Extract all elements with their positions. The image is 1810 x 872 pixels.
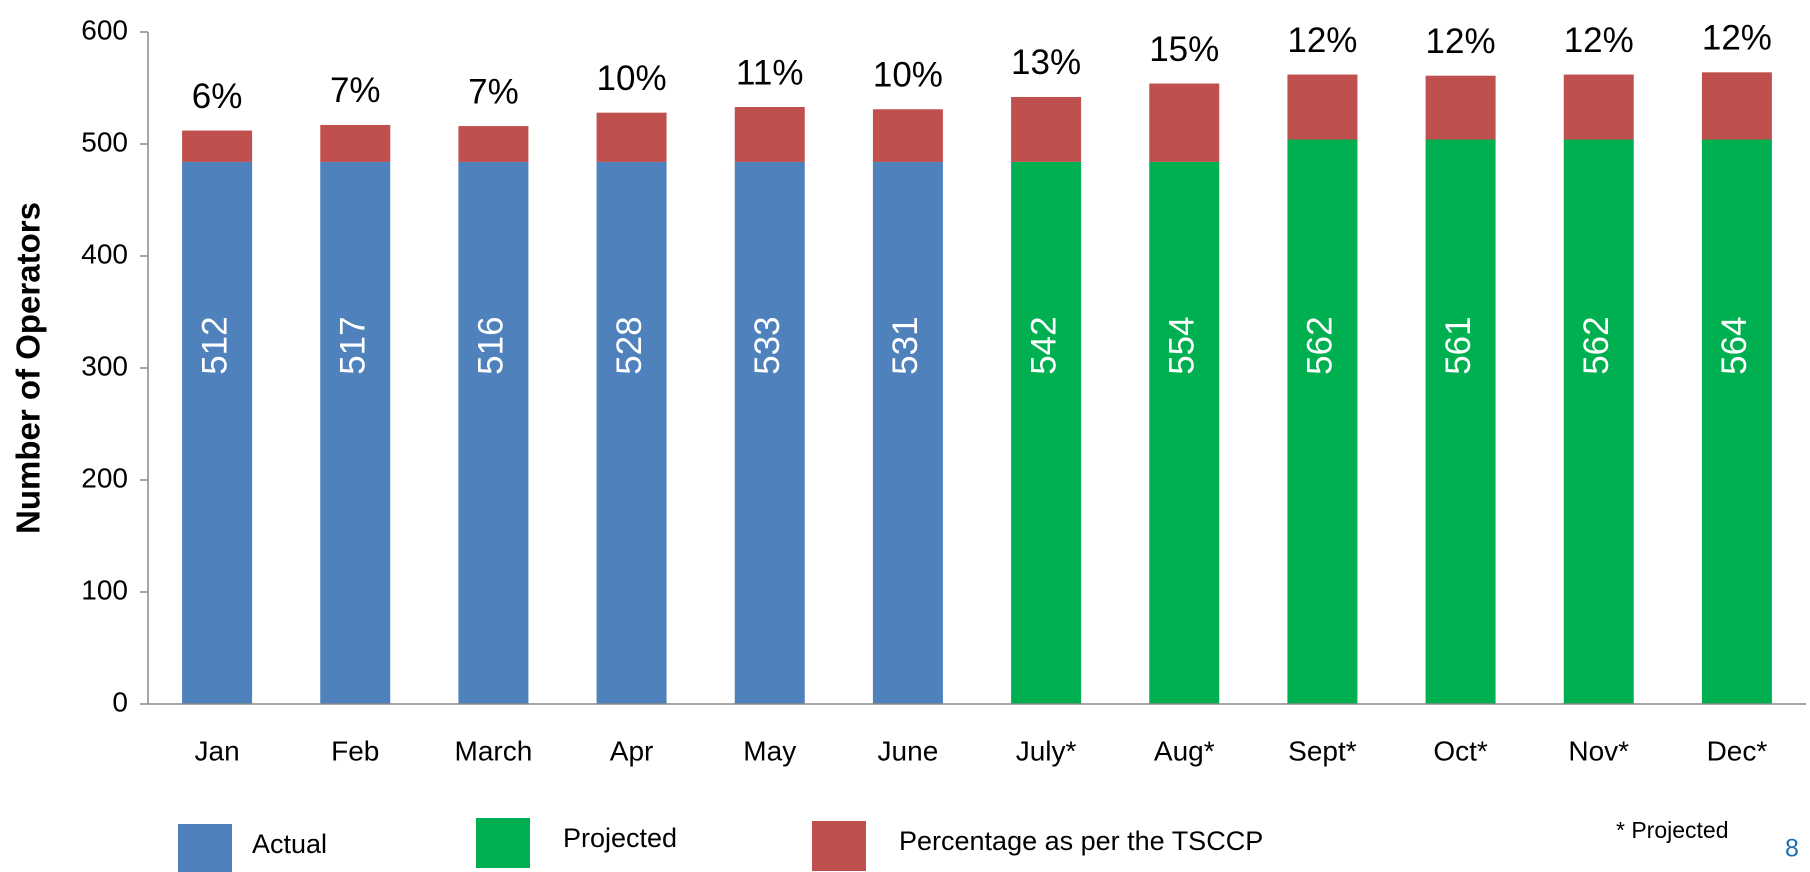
- percentage-label: 6%: [192, 77, 243, 116]
- percentage-label: 13%: [1011, 43, 1081, 82]
- x-tick-label: March: [455, 735, 533, 766]
- x-tick-label: June: [878, 735, 939, 766]
- total-label: 528: [610, 316, 649, 374]
- bar-segment: [458, 161, 529, 705]
- note: * Projected: [1616, 817, 1729, 843]
- total-label: 512: [195, 316, 234, 374]
- bar-segment: [1425, 75, 1496, 140]
- x-tick-label: Nov*: [1568, 735, 1629, 766]
- y-tick-label: 500: [81, 126, 128, 157]
- bar-segment: [1011, 96, 1082, 162]
- bar-segment: [1149, 83, 1220, 162]
- percentage-label: 11%: [736, 53, 803, 92]
- bar-segment: [1425, 139, 1496, 704]
- x-tick-label: Oct*: [1433, 735, 1488, 766]
- total-label: 516: [472, 316, 511, 374]
- y-tick-label: 600: [81, 14, 128, 45]
- bar-segment: [596, 161, 667, 705]
- x-tick-label: Aug*: [1154, 735, 1215, 766]
- x-tick-label: July*: [1016, 735, 1077, 766]
- x-tick-label: Jan: [195, 735, 240, 766]
- legend-label: Projected: [563, 823, 677, 853]
- percentage-label: 12%: [1702, 19, 1772, 58]
- bar-segment: [320, 161, 391, 705]
- y-tick-label: 200: [81, 462, 128, 493]
- bar-segment: [734, 107, 805, 162]
- total-label: 562: [1577, 316, 1616, 374]
- bar-segment: [458, 126, 529, 162]
- legend-swatch: [812, 821, 866, 871]
- total-label: 542: [1024, 316, 1063, 374]
- bar-segment: [1287, 139, 1358, 704]
- percentage-label: 12%: [1564, 21, 1634, 60]
- bar-segment: [872, 161, 943, 705]
- percentage-label: 7%: [468, 72, 519, 111]
- total-label: 531: [886, 316, 925, 374]
- bar-segment: [1701, 72, 1772, 140]
- total-label: 554: [1163, 316, 1202, 374]
- bar-segment: [1701, 139, 1772, 704]
- bar-segment: [1563, 139, 1634, 704]
- legend-label: Actual: [252, 829, 327, 859]
- x-tick-label: May: [743, 735, 796, 766]
- y-tick-label: 400: [81, 238, 128, 269]
- total-label: 561: [1439, 316, 1478, 374]
- percentage-label: 7%: [330, 71, 381, 110]
- total-label: 562: [1301, 316, 1340, 374]
- percentage-label: 12%: [1426, 22, 1496, 61]
- bar-segment: [1563, 74, 1634, 140]
- total-label: 533: [748, 316, 787, 374]
- y-tick-label: 300: [81, 350, 128, 381]
- legend-swatch: [476, 818, 530, 868]
- percentage-label: 12%: [1287, 21, 1357, 60]
- bar-segment: [1287, 74, 1358, 140]
- bar-segment: [596, 112, 667, 162]
- percentage-label: 10%: [873, 56, 943, 95]
- y-tick-label: 100: [81, 574, 128, 605]
- x-tick-label: Sept*: [1288, 735, 1357, 766]
- x-tick-label: Dec*: [1707, 735, 1768, 766]
- bar-segment: [872, 109, 943, 162]
- percentage-label: 15%: [1149, 30, 1219, 69]
- bar-segment: [1011, 161, 1082, 705]
- y-tick-label: 0: [112, 686, 128, 717]
- y-axis-title: Number of Operators: [10, 202, 47, 534]
- bar-segment: [182, 161, 253, 705]
- x-tick-label: Apr: [610, 735, 654, 766]
- legend-label: Percentage as per the TSCCP: [899, 826, 1263, 856]
- percentage-label: 10%: [597, 59, 667, 98]
- bar-segment: [182, 130, 253, 162]
- total-label: 564: [1715, 316, 1754, 374]
- page-number: 8: [1785, 835, 1799, 863]
- x-tick-label: Feb: [331, 735, 379, 766]
- legend-swatch: [178, 824, 232, 872]
- bar-segment: [320, 124, 391, 162]
- bar-segment: [1149, 161, 1220, 705]
- total-label: 517: [334, 316, 373, 374]
- bar-segment: [734, 161, 805, 705]
